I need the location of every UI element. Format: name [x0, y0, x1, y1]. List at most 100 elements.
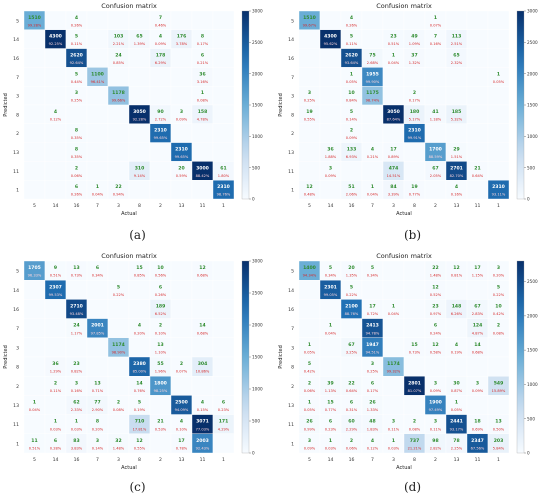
cell-percent-label: 2.25%	[451, 447, 463, 451]
cell-percent-label: 0.10%	[176, 427, 188, 431]
cell-count-label: 2003	[196, 438, 209, 444]
heatmap-cell	[382, 395, 405, 415]
cell-percent-label: 99.90%	[366, 80, 380, 84]
heatmap-cell	[44, 48, 67, 68]
heatmap-cell	[86, 48, 109, 68]
x-tick-label: 13	[454, 203, 460, 209]
cell-count-label: 3050	[387, 109, 400, 115]
heatmap-cell	[128, 123, 151, 143]
cell-percent-label: 0.08%	[113, 408, 125, 412]
cell-percent-label: 0.12%	[50, 117, 62, 121]
cell-count-label: 67	[474, 303, 480, 309]
cell-percent-label: 95.62%	[324, 42, 338, 46]
cell-percent-label: 0.25%	[71, 99, 83, 103]
cell-percent-label: 0.17%	[367, 389, 379, 393]
heatmap-cell	[445, 318, 468, 338]
heatmap-cell	[191, 10, 214, 30]
cell-count-label: 49	[411, 34, 417, 40]
heatmap-cell	[212, 123, 235, 143]
heatmap-cell	[403, 260, 426, 281]
heatmap-cell	[44, 299, 67, 319]
cell-percent-label: 88.59%	[429, 155, 443, 159]
cell-percent-label: 1.33%	[367, 408, 379, 412]
colorbar-tick-label: 2000	[252, 323, 263, 328]
cell-count-label: 36	[52, 361, 58, 367]
cell-count-label: 19	[306, 109, 312, 115]
cell-percent-label: 0.42%	[304, 370, 316, 374]
heatmap-cell	[23, 318, 46, 338]
cell-percent-label: 2.72%	[155, 117, 167, 121]
x-tick-label: 7	[371, 457, 374, 463]
cell-percent-label: 0.21%	[197, 61, 209, 65]
colorbar-tick-label: 3000	[252, 259, 263, 264]
cell-count-label: 2620	[345, 52, 358, 58]
y-tick-label: 11	[288, 169, 294, 175]
heatmap-cell	[107, 161, 130, 181]
heatmap-cell	[170, 337, 193, 358]
heatmap-cell	[382, 280, 405, 300]
heatmap-cell	[445, 10, 468, 30]
cell-count-label: 1400	[303, 265, 316, 271]
cell-percent-label: 0.20%	[92, 427, 104, 431]
x-tick-label: 1	[222, 457, 225, 463]
cell-count-label: 23	[390, 34, 396, 40]
cell-percent-label: 0.24%	[430, 331, 442, 335]
colorbar-tick-label: 1000	[527, 134, 538, 139]
heatmap-grid: 140094.34%50.34%201.35%50.34%221.48%120.…	[298, 260, 510, 454]
cell-percent-label: 0.09%	[346, 136, 358, 140]
cell-count-label: 6	[201, 52, 204, 58]
heatmap-cell	[23, 337, 46, 358]
cell-count-label: 2	[350, 128, 353, 134]
cell-count-label: 171	[219, 419, 229, 425]
cell-percent-label: 92.64%	[70, 61, 84, 65]
cell-count-label: 2001	[91, 323, 104, 329]
cell-percent-label: 17.81%	[133, 427, 147, 431]
heatmap-cell	[466, 85, 489, 106]
heatmap-cell	[191, 375, 214, 396]
panel-caption-a: (a)	[129, 228, 146, 242]
cell-count-label: 2	[413, 419, 416, 425]
cell-count-label: 5	[308, 361, 311, 367]
y-tick-label: 14	[13, 288, 19, 294]
x-tick-label: 11	[475, 457, 481, 463]
cell-count-label: 3050	[133, 109, 146, 115]
heatmap-cell	[128, 280, 151, 300]
x-tick-label: 16	[74, 457, 80, 463]
cell-count-label: 4	[350, 15, 353, 21]
heatmap-cell	[170, 67, 193, 87]
cell-percent-label: 0.04%	[29, 408, 41, 412]
cell-count-label: 1	[392, 52, 395, 58]
heatmap-cell	[466, 123, 489, 143]
y-tick-label: 5	[16, 18, 19, 24]
cell-percent-label: 1.96%	[155, 370, 167, 374]
x-tick-label: 3	[392, 457, 395, 463]
cell-count-label: 2710	[70, 303, 83, 309]
cell-percent-label: 0.06%	[71, 174, 83, 178]
x-axis-label: Actual	[121, 211, 137, 217]
cell-percent-label: 0.73%	[71, 274, 83, 278]
cell-count-label: 5	[350, 109, 353, 115]
cell-count-label: 2310	[175, 146, 188, 152]
heatmap-cell	[170, 375, 193, 396]
cell-percent-label: 2.32%	[451, 61, 463, 65]
heatmap-cell	[319, 48, 342, 68]
x-tick-label: 14	[53, 457, 59, 463]
cell-count-label: 6	[371, 380, 374, 386]
cell-percent-label: 0.04%	[325, 331, 337, 335]
cell-percent-label: 0.04%	[388, 61, 400, 65]
heatmap-cell	[212, 179, 235, 200]
cell-percent-label: 0.85%	[113, 61, 125, 65]
heatmap-cell	[403, 142, 426, 162]
cell-percent-label: 0.20%	[493, 274, 505, 278]
heatmap-cell	[298, 318, 321, 338]
colorbar-tick-label: 1000	[527, 382, 538, 387]
heatmap-cell	[86, 85, 109, 106]
cell-count-label: 12	[432, 342, 438, 348]
cell-count-label: 29	[453, 146, 459, 152]
heatmap-cell	[44, 318, 67, 338]
cell-count-label: 13	[495, 419, 501, 425]
heatmap-cell	[212, 433, 235, 454]
y-tick-label: 14	[13, 37, 19, 43]
heatmap-cell	[487, 123, 510, 143]
heatmap-cell	[128, 142, 151, 162]
